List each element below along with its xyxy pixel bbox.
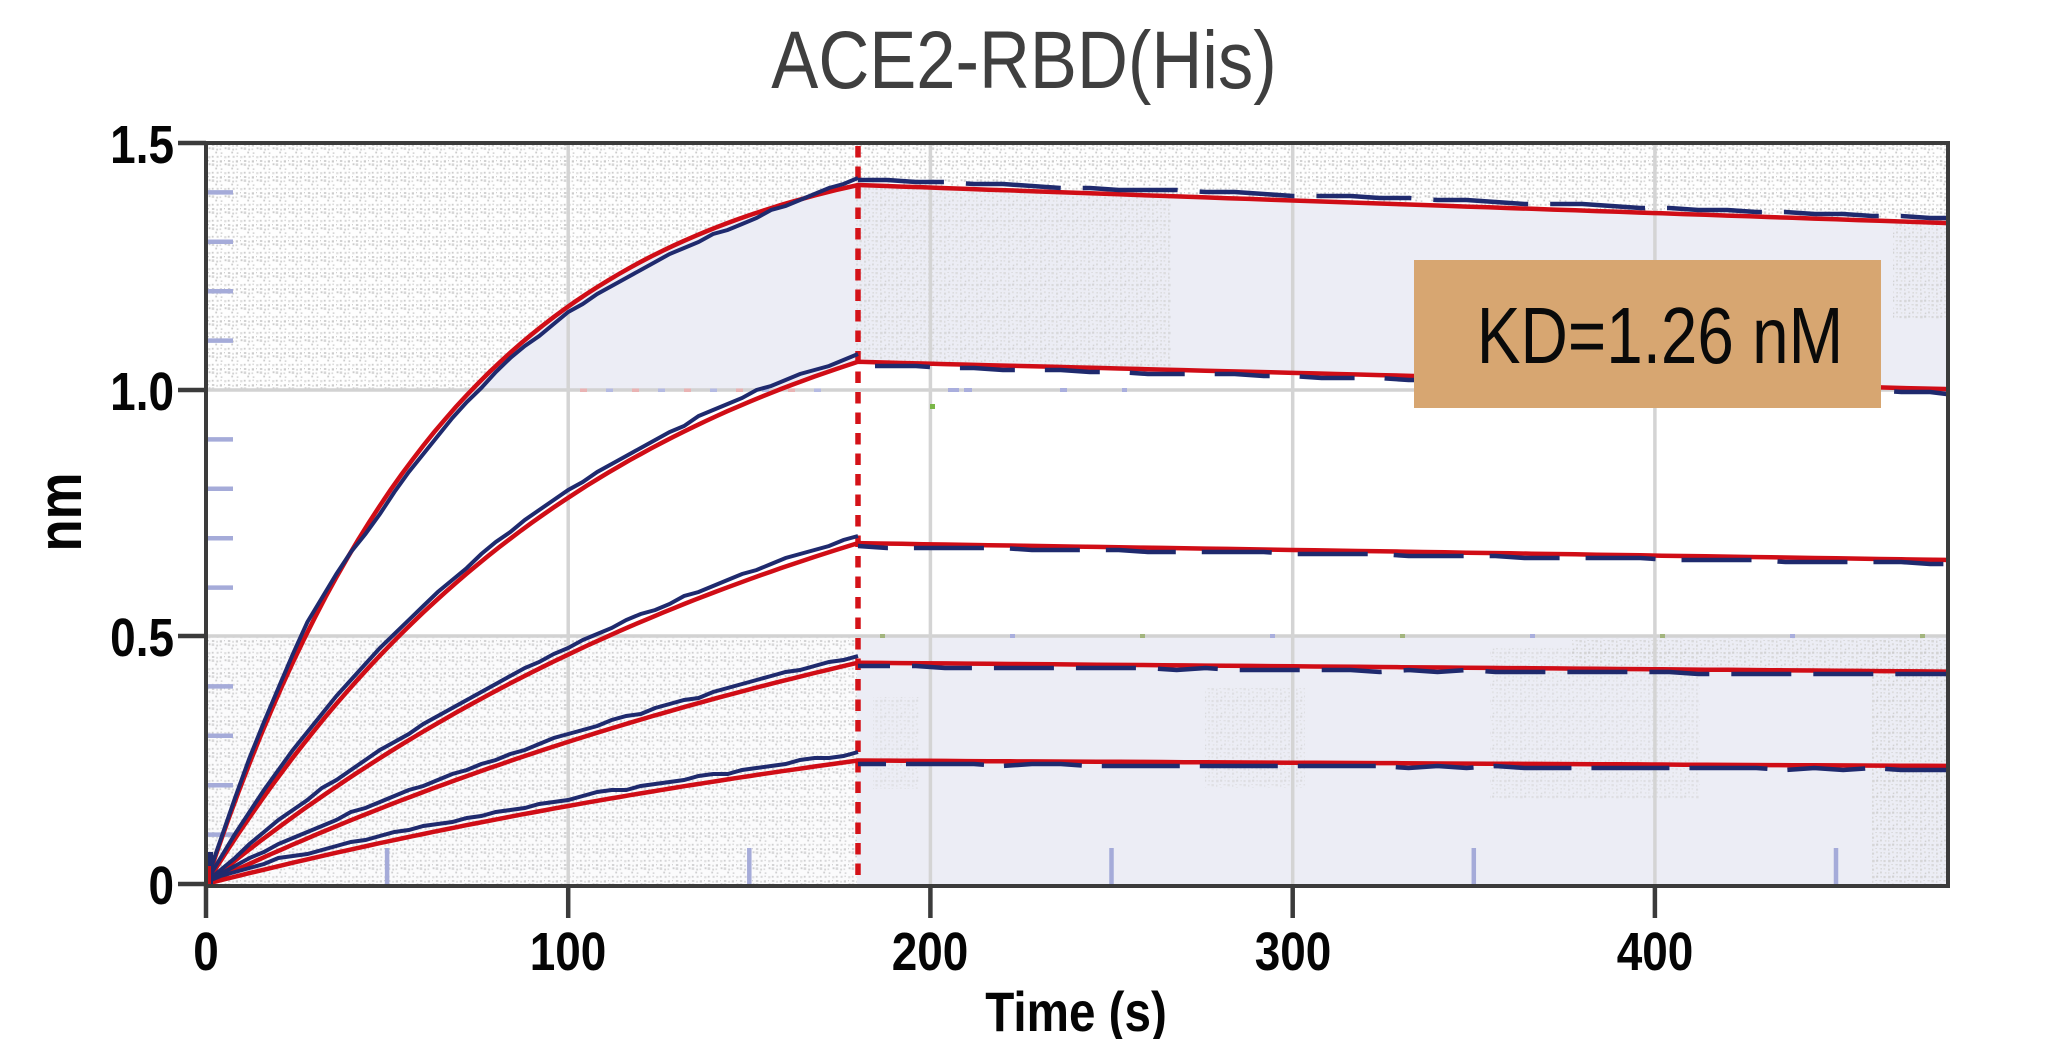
svg-text:1.5: 1.5: [110, 115, 174, 175]
svg-text:300: 300: [1255, 922, 1332, 982]
svg-text:100: 100: [530, 922, 607, 982]
svg-text:Time (s): Time (s): [985, 981, 1167, 1039]
svg-text:0.5: 0.5: [110, 608, 174, 668]
svg-text:400: 400: [1617, 922, 1694, 982]
svg-text:nm: nm: [26, 472, 95, 551]
svg-text:0: 0: [148, 856, 174, 916]
svg-text:KD=1.26 nM: KD=1.26 nM: [1477, 291, 1843, 381]
svg-text:1.0: 1.0: [110, 362, 174, 422]
svg-text:200: 200: [892, 922, 969, 982]
svg-text:0: 0: [193, 922, 219, 982]
svg-text:ACE2-RBD(His): ACE2-RBD(His): [771, 15, 1276, 106]
